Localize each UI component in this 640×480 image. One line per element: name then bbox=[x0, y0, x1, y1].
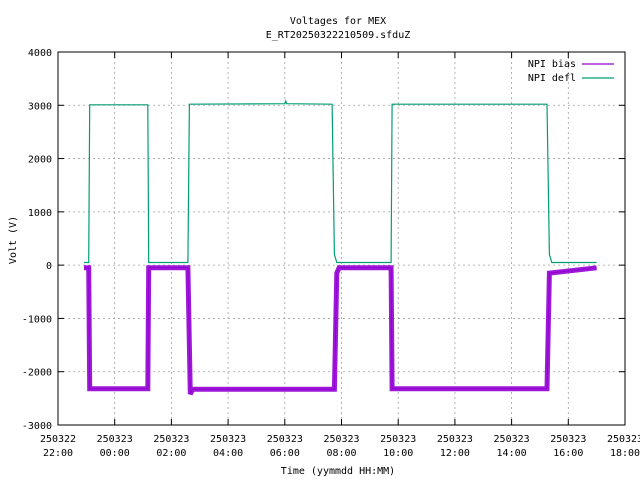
x-tick-time: 10:00 bbox=[383, 448, 413, 459]
series-line-npi-defl bbox=[84, 99, 597, 264]
y-axis-label: Volt (V) bbox=[8, 216, 19, 264]
chart-title: Voltages for MEX bbox=[290, 16, 386, 27]
x-tick-time: 00:00 bbox=[100, 448, 130, 459]
x-tick-time: 08:00 bbox=[326, 448, 356, 459]
x-tick-time: 16:00 bbox=[553, 448, 583, 459]
y-tick-labels: -3000 -2000 -1000 0 1000 2000 3000 4000 bbox=[22, 48, 52, 432]
x-tick-date: 250323 bbox=[267, 434, 303, 445]
y-tick-label: 4000 bbox=[28, 48, 52, 59]
x-tick-time: 18:00 bbox=[610, 448, 640, 459]
x-tick-date: 250322 bbox=[40, 434, 76, 445]
x-tick-time: 06:00 bbox=[270, 448, 300, 459]
legend-label-npi-bias: NPI bias bbox=[528, 59, 576, 70]
legend-label-npi-defl: NPI defl bbox=[528, 73, 576, 84]
x-tick-date: 250323 bbox=[607, 434, 640, 445]
grid-lines bbox=[58, 52, 625, 425]
chart-subtitle: E_RT20250322210509.sfduZ bbox=[266, 30, 411, 41]
x-tick-labels: 250322 22:00 250323 00:00 250323 02:00 250323 0… bbox=[40, 434, 640, 459]
x-tick-date: 250323 bbox=[550, 434, 586, 445]
x-tick-date: 250323 bbox=[210, 434, 246, 445]
legend: NPI bias NPI defl bbox=[528, 59, 614, 84]
y-tick-label: -1000 bbox=[22, 314, 52, 325]
y-tick-label: 3000 bbox=[28, 101, 52, 112]
y-tick-label: 2000 bbox=[28, 155, 52, 166]
series-layer bbox=[84, 99, 597, 396]
x-tick-date: 250323 bbox=[380, 434, 416, 445]
x-tick-time: 02:00 bbox=[156, 448, 186, 459]
tick-marks bbox=[57, 51, 626, 426]
x-tick-date: 250323 bbox=[323, 434, 359, 445]
x-tick-time: 14:00 bbox=[497, 448, 527, 459]
x-tick-time: 04:00 bbox=[213, 448, 243, 459]
x-tick-time: 12:00 bbox=[440, 448, 470, 459]
x-axis-label: Time (yymmdd HH:MM) bbox=[281, 466, 395, 477]
y-tick-label: 0 bbox=[46, 261, 52, 272]
x-tick-date: 250323 bbox=[153, 434, 189, 445]
series-band-npi-bias bbox=[84, 265, 597, 396]
y-tick-label: 1000 bbox=[28, 208, 52, 219]
x-tick-date: 250323 bbox=[97, 434, 133, 445]
x-tick-time: 22:00 bbox=[43, 448, 73, 459]
y-tick-label: -3000 bbox=[22, 421, 52, 432]
x-tick-date: 250323 bbox=[494, 434, 530, 445]
series-line-npi-bias bbox=[84, 267, 597, 395]
y-tick-label: -2000 bbox=[22, 368, 52, 379]
x-tick-date: 250323 bbox=[437, 434, 473, 445]
